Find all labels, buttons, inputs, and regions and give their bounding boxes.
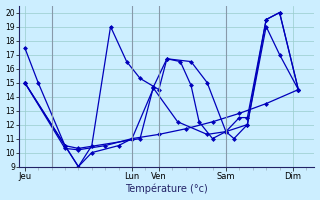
X-axis label: Température (°c): Température (°c) — [125, 184, 208, 194]
